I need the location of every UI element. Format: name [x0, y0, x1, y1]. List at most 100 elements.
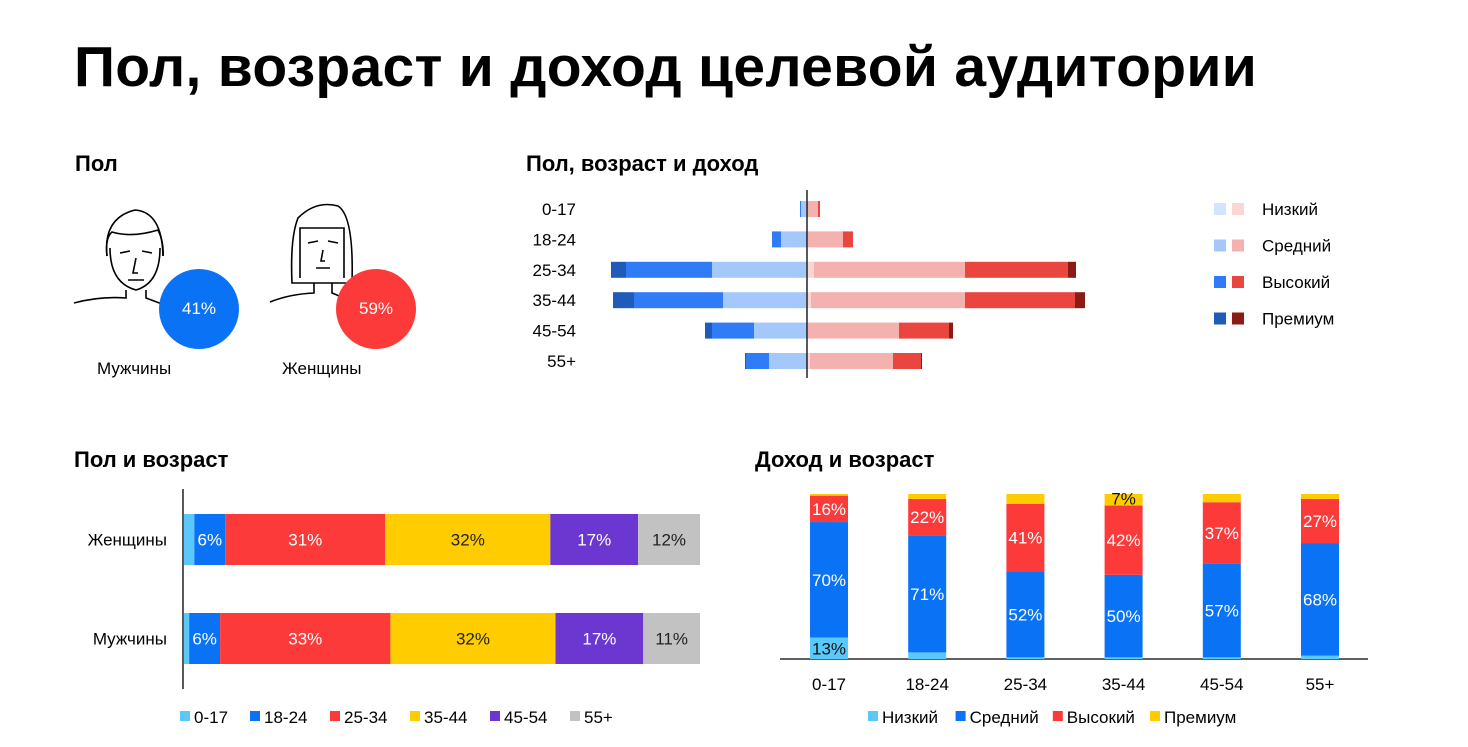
- legend-swatch: [490, 711, 500, 721]
- legend-female-swatch: [1232, 203, 1244, 215]
- legend-label: 18-24: [264, 708, 307, 727]
- bar-segment-45-54: [550, 514, 639, 565]
- pyramid-female-bar-Средний: [807, 201, 818, 217]
- data-label: 32%: [451, 531, 485, 550]
- legend-label: Средний: [970, 708, 1039, 727]
- category-label: 45-54: [1200, 675, 1243, 694]
- male-percent-badge: 41%: [159, 269, 239, 349]
- female-percent-badge: 59%: [336, 269, 416, 349]
- bar-segment-Средний: [810, 522, 848, 638]
- legend-female-swatch: [1232, 312, 1244, 325]
- legend-male-swatch: [1214, 312, 1226, 325]
- pyramid-male-bar-Премиум: [611, 261, 626, 278]
- pyramid-age-label: 35-44: [533, 291, 576, 310]
- legend-male-swatch: [1214, 276, 1226, 288]
- data-label: 11%: [655, 630, 688, 649]
- pyramid-female-bar-Средний: [808, 322, 899, 339]
- data-label: 41%: [1008, 529, 1042, 548]
- data-label: 17%: [577, 531, 611, 550]
- legend-female-swatch: [1232, 239, 1244, 252]
- gender-heading: Пол: [75, 151, 118, 176]
- pyramid-male-bar-Высокий: [634, 292, 723, 309]
- category-label: 35-44: [1102, 675, 1145, 694]
- legend-swatch: [955, 711, 966, 721]
- pyramid-female-bar-Низкий: [807, 292, 811, 309]
- male-label: Мужчины: [97, 359, 172, 378]
- pyramid-male-bar-Средний: [801, 201, 806, 217]
- pyramid-female-bar-Высокий: [965, 261, 1068, 278]
- data-label: 12%: [652, 531, 686, 550]
- page-title: Пол, возраст и доход целевой аудитории: [74, 35, 1258, 99]
- pyramid-male-bar-Средний: [723, 292, 806, 309]
- legend-label: 0-17: [194, 708, 228, 727]
- data-label: 52%: [1008, 605, 1042, 624]
- legend-swatch: [1052, 711, 1063, 721]
- bar-segment-55+: [638, 514, 700, 565]
- legend-male-swatch: [1214, 239, 1226, 252]
- bar-segment-0-17: [184, 613, 190, 664]
- pyramid-female-bar-Высокий: [899, 322, 949, 339]
- data-label: 22%: [910, 508, 944, 527]
- data-label: 32%: [456, 630, 490, 649]
- legend-label: Средний: [1262, 237, 1331, 256]
- data-label: 13%: [812, 639, 846, 658]
- bar-segment-Премиум: [1202, 494, 1241, 503]
- pyramid-female-bar-Низкий: [807, 261, 814, 278]
- legend-label: Высокий: [1262, 273, 1330, 292]
- data-label: 6%: [192, 630, 217, 649]
- legend-label: 35-44: [424, 708, 467, 727]
- legend-swatch: [570, 711, 580, 721]
- data-label: 17%: [582, 630, 616, 649]
- pyramid-female-bar-Средний: [811, 292, 965, 309]
- pyramid-female-bar-Высокий: [843, 231, 853, 248]
- legend-male-swatch: [1214, 203, 1226, 215]
- data-label: 70%: [812, 571, 846, 590]
- data-label: 68%: [1303, 591, 1337, 610]
- pyramid-age-label: 55+: [547, 352, 576, 371]
- bar-segment-Высокий: [1104, 505, 1143, 575]
- data-label: 71%: [910, 585, 944, 604]
- bar-segment-Премиум: [1006, 494, 1045, 504]
- pyramid-age-label: 25-34: [533, 261, 576, 280]
- pyramid-male-bar-Высокий: [800, 201, 801, 217]
- legend-swatch: [1150, 711, 1160, 721]
- gender-age-chart: Женщины 6% 31% 32% 17% 12% Мужчины 6% 33% 32% 17% 1…: [88, 489, 700, 727]
- data-label: 31%: [288, 531, 322, 550]
- bar-segment-18-24: [189, 613, 221, 664]
- pyramid-male-bar-Высокий: [712, 322, 754, 339]
- pyramid-female-bar-Средний: [810, 353, 893, 369]
- legend-swatch: [410, 711, 420, 721]
- pyramid-male-bar-Средний: [712, 261, 806, 278]
- category-label: Женщины: [88, 531, 167, 550]
- legend-label: Премиум: [1262, 310, 1334, 329]
- bar-segment-Средний: [1104, 574, 1143, 658]
- category-label: 25-34: [1004, 675, 1047, 694]
- pyramid-female-bar-Высокий: [818, 201, 820, 217]
- data-label: 7%: [1111, 490, 1136, 509]
- pyramid-female-bar-Высокий: [893, 353, 921, 369]
- legend-swatch: [330, 711, 340, 721]
- bar-segment-Средний: [908, 535, 947, 653]
- pyramid-age-label: 45-54: [533, 322, 576, 341]
- gender-age-income-chart: 0-17 18-24 25-34 35-44 45-54 55+ Низкий Средний…: [533, 190, 1334, 378]
- bar-segment-Средний: [1202, 563, 1241, 658]
- data-label: 33%: [288, 630, 322, 649]
- bar-segment-25-34: [220, 613, 391, 664]
- pyramid-male-bar-Премиум: [613, 292, 634, 309]
- bar-segment-55+: [643, 613, 700, 664]
- bar-segment-35-44: [385, 514, 551, 565]
- income-age-title: Доход и возраст: [755, 447, 935, 472]
- pyramid-female-bar-Низкий: [807, 353, 810, 369]
- bar-segment-Высокий: [1202, 502, 1241, 564]
- pyramid-female-bar-Премиум: [921, 353, 922, 369]
- legend-swatch: [868, 711, 878, 721]
- bar-segment-Премиум: [908, 494, 947, 499]
- pyramid-female-bar-Средний: [814, 261, 965, 278]
- legend-swatch: [250, 711, 260, 721]
- pyramid-female-bar-Премиум: [949, 322, 953, 339]
- bar-segment-Средний: [1006, 571, 1045, 658]
- pyramid-male-bar-Средний: [754, 322, 807, 339]
- pyramid-female-bar-Премиум: [1075, 292, 1085, 309]
- bar-segment-Премиум: [1301, 494, 1339, 499]
- bar-segment-Премиум: [810, 494, 848, 496]
